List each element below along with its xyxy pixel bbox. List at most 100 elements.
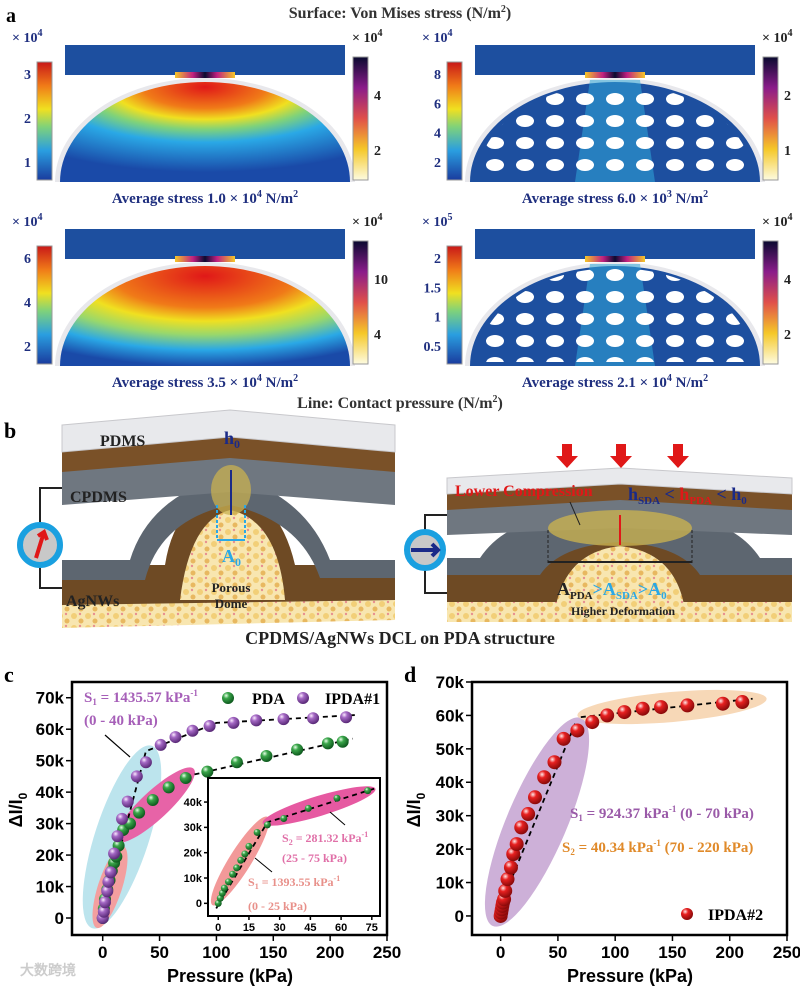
- chart-c-ylabel: ΔI/I0: [6, 792, 30, 827]
- right-colorbar-multiplier: × 104: [352, 212, 382, 230]
- annotation-inset-s1-range: (0 - 25 kPa): [248, 899, 307, 913]
- panel-a-title: Surface: Von Mises stress (N/m2): [289, 4, 511, 22]
- right-colorbar-tick: 2: [374, 144, 381, 159]
- top-plate: [475, 229, 755, 259]
- y-tick-label: 40k: [436, 773, 465, 792]
- data-point-ipda2: [600, 708, 615, 723]
- data-point-ipda2: [521, 807, 536, 822]
- y-tick-label: 50k: [436, 740, 465, 759]
- y-tick-label: 20k: [184, 848, 203, 860]
- data-point-ipda1: [97, 905, 110, 918]
- annotation-inset-s1: S1 = 1393.55 kPa-1: [248, 874, 340, 891]
- left-colorbar-multiplier: × 104: [12, 212, 42, 230]
- label-lower-compression: Lower Compression: [455, 483, 593, 500]
- data-point-ipda1: [139, 756, 152, 769]
- pores: [478, 268, 752, 362]
- chart-c-inset: 0 15 30 45 60 75 0 10k 20k 30k 40k: [184, 787, 378, 934]
- legend-marker-pda: [222, 692, 234, 704]
- contact-pressure-line: [175, 256, 235, 262]
- x-tick-label: 50: [548, 943, 567, 962]
- data-point-ipda1: [104, 866, 117, 879]
- data-point-ipda1: [102, 875, 115, 888]
- left-colorbar-tick: 2: [24, 340, 31, 355]
- stress-subpanel: × 104 3 2 1 × 104 4 2 Average stress 1.0 × 104 …: [12, 28, 382, 207]
- data-point-ipda2: [570, 723, 585, 738]
- stress-subpanel: × 105 2 1.5 1 0.5 × 104 4 2 Average stress 2.1 ×…: [422, 212, 792, 391]
- average-stress-caption: Average stress 6.0 × 103 N/m2: [522, 189, 708, 207]
- panel-a-label: a: [6, 5, 16, 27]
- y-tick-label: 30k: [436, 807, 465, 826]
- x-tick-label: 250: [773, 943, 800, 962]
- label-a0: A0: [222, 546, 241, 569]
- plot-frame: [70, 680, 389, 937]
- initial-state-diagram: PDMS CPDMS AgNWs h0 A0 Porous Dome: [17, 409, 396, 628]
- legend-label-ipda1: IPDA#1: [325, 691, 380, 708]
- watermark: 大数跨境: [20, 962, 76, 978]
- left-colorbar-tick: 6: [24, 252, 31, 267]
- data-point-pda: [224, 878, 232, 886]
- y-tick-label: 10k: [184, 873, 203, 885]
- pressure-arrows: [556, 444, 689, 468]
- panel-a-footer: Line: Contact pressure (N/m2): [297, 394, 503, 412]
- left-colorbar: [36, 61, 53, 181]
- legend-label-ipda2: IPDA#2: [708, 907, 763, 924]
- data-point-pda: [237, 856, 245, 864]
- stress-subpanel: × 104 6 4 2 × 104 10 4 Average stress 3.5 × 104…: [12, 212, 388, 391]
- data-point-ipda2: [735, 695, 750, 710]
- annotation-c-s1-range: (0 - 40 kPa): [84, 713, 158, 729]
- legend-marker-ipda1: [297, 692, 309, 704]
- chart-d-ylabel: ΔI/I0: [404, 792, 428, 827]
- data-point-pda: [146, 794, 159, 807]
- data-point-pda: [280, 815, 288, 823]
- y-tick-label: 30k: [184, 822, 203, 834]
- data-point-ipda1: [121, 795, 134, 808]
- down-arrow-icon: [556, 444, 578, 468]
- bottom-cpdms-arch: [447, 520, 792, 575]
- data-point-pda: [220, 884, 228, 892]
- right-colorbar-tick: 4: [374, 89, 381, 104]
- y-tick-label: 0: [196, 898, 202, 910]
- annotation-d-s2: S2 = 40.34 kPa-1 (70 - 220 kPa): [562, 838, 753, 857]
- x-tick-label: 200: [316, 943, 344, 962]
- label-dome: Dome: [215, 596, 248, 611]
- annotation-inset-s2-range: (25 - 75 kPa): [282, 851, 347, 865]
- y-tick-label: 0: [55, 909, 64, 928]
- y-tick-label: 70k: [36, 689, 65, 708]
- data-point-pda: [263, 821, 271, 829]
- left-colorbar: [446, 61, 463, 181]
- data-point-ipda2: [498, 883, 513, 898]
- data-point-pda: [260, 749, 273, 762]
- y-tick-label: 70k: [436, 673, 465, 692]
- x-tick-label: 150: [658, 943, 686, 962]
- ammeter-needle: [411, 542, 441, 558]
- data-point-ipda1: [154, 738, 167, 751]
- right-colorbar-tick: 1: [784, 144, 791, 159]
- data-point-ipda2: [654, 700, 668, 715]
- x-tick-label: 75: [366, 922, 378, 934]
- pdms-layer: [61, 409, 396, 453]
- contact-pressure-line: [175, 72, 235, 78]
- top-plate: [65, 229, 345, 259]
- data-point-ipda1: [203, 720, 216, 733]
- right-colorbar: [352, 56, 369, 181]
- bottom-cpdms-arch: [62, 475, 395, 580]
- right-colorbar-multiplier: × 104: [762, 28, 792, 46]
- right-colorbar-multiplier: × 104: [762, 212, 792, 230]
- x-tick-label: 0: [496, 943, 505, 962]
- data-point-ipda1: [277, 713, 290, 726]
- annotation-c-s1: S1 = 1435.57 kPa-1: [84, 688, 198, 707]
- left-colorbar-tick: 4: [24, 296, 31, 311]
- chart-c-xlabel: Pressure (kPa): [167, 966, 293, 986]
- data-point-ipda2: [503, 860, 518, 875]
- foam-base: [447, 600, 792, 622]
- down-arrow-icon: [667, 444, 689, 468]
- panel-c-label: c: [4, 662, 14, 687]
- annotation-leader: [254, 857, 273, 873]
- data-point-pda: [291, 743, 304, 756]
- data-point-ipda1: [101, 885, 114, 898]
- annotation-inset-s2: S2 = 281.32 kPa-1: [282, 830, 368, 847]
- data-point-ipda1: [250, 714, 263, 727]
- legend-label-pda: PDA: [252, 691, 285, 708]
- x-tick-label: 150: [259, 943, 287, 962]
- pores: [478, 84, 752, 178]
